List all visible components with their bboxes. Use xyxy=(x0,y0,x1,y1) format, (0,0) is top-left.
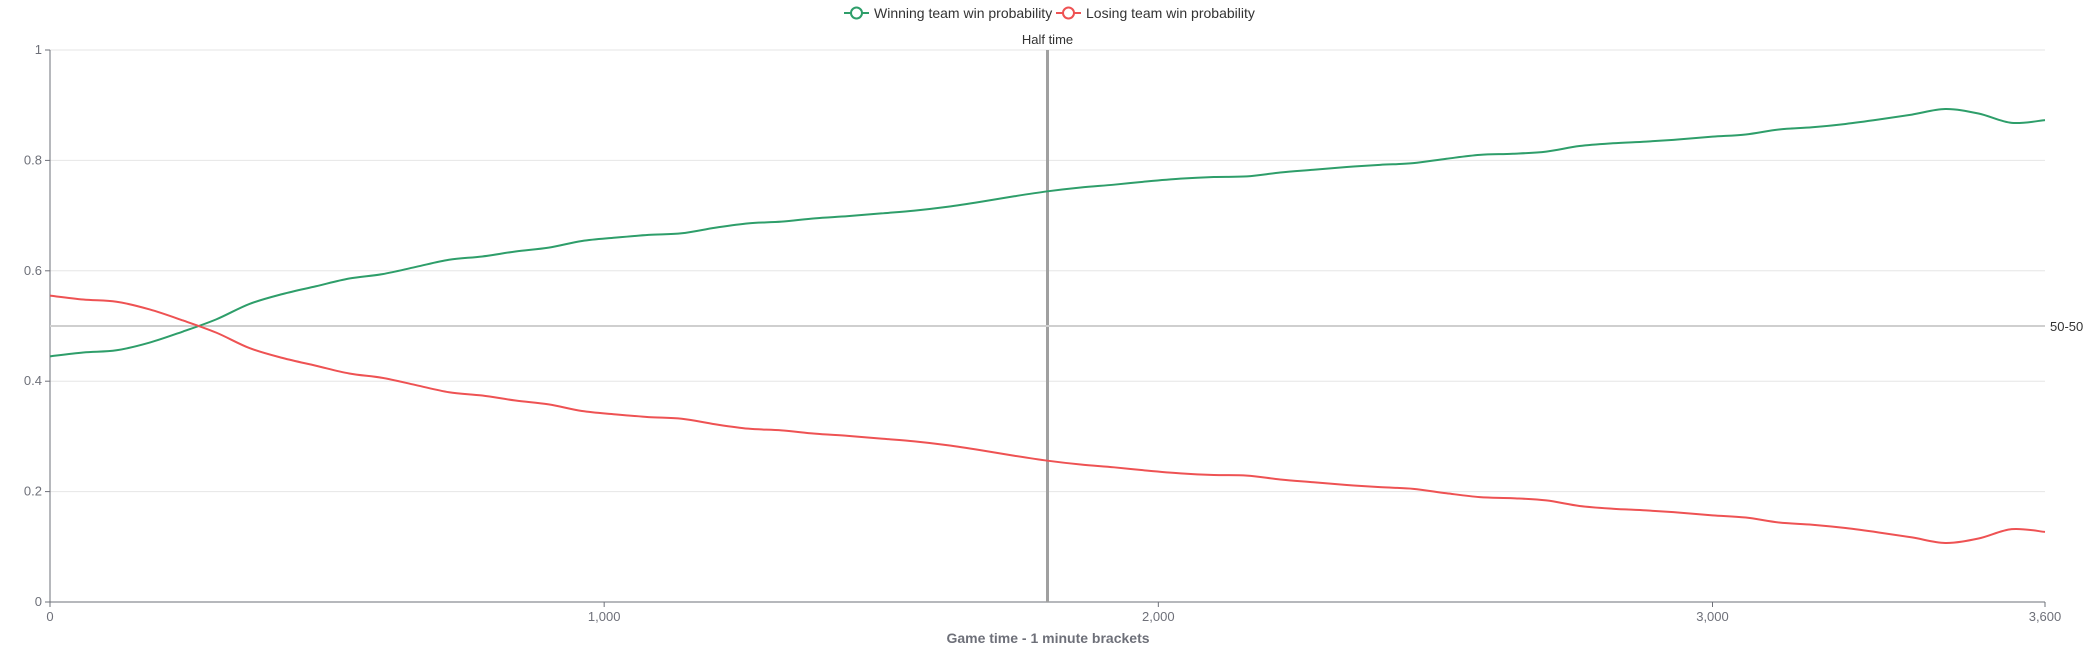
x-tick-label: 2,000 xyxy=(1142,609,1175,624)
y-tick-label: 0.6 xyxy=(24,263,42,278)
x-tick-label: 3,000 xyxy=(1696,609,1729,624)
legend-item-losing-team[interactable]: Losing team win probability xyxy=(1056,5,1255,21)
legend-circle-icon xyxy=(850,6,863,20)
legend-item-winning-team[interactable]: Winning team win probability xyxy=(844,5,1052,21)
fifty-fifty-label: 50-50 xyxy=(2050,319,2083,334)
y-tick-label: 0.8 xyxy=(24,152,42,167)
x-axis-title: Game time - 1 minute brackets xyxy=(946,630,1149,646)
y-tick-label: 1 xyxy=(35,42,42,57)
series-layer xyxy=(49,108,2046,544)
y-tick-label: 0.4 xyxy=(24,373,42,388)
y-tick-label: 0 xyxy=(35,594,42,609)
legend-label: Winning team win probability xyxy=(874,5,1052,21)
markline-layer: Half time 50-50 xyxy=(50,32,2083,602)
half-time-label: Half time xyxy=(1022,32,1073,47)
x-tick-label: 0 xyxy=(46,609,53,624)
legend-label: Losing team win probability xyxy=(1086,5,1255,21)
y-tick-label: 0.2 xyxy=(24,484,42,499)
legend[interactable]: Winning team win probability Losing team … xyxy=(844,5,1255,21)
axis-layer: 0 0.2 0.4 0.6 0.8 1 0 1,000 2,000 3,000 3,600 xyxy=(24,42,2061,624)
x-tick-label: 3,600 xyxy=(2029,609,2062,624)
winning-team-series-line xyxy=(49,108,2046,358)
losing-team-series-line xyxy=(49,294,2046,544)
x-tick-label: 1,000 xyxy=(588,609,621,624)
legend-circle-icon xyxy=(1062,6,1075,20)
